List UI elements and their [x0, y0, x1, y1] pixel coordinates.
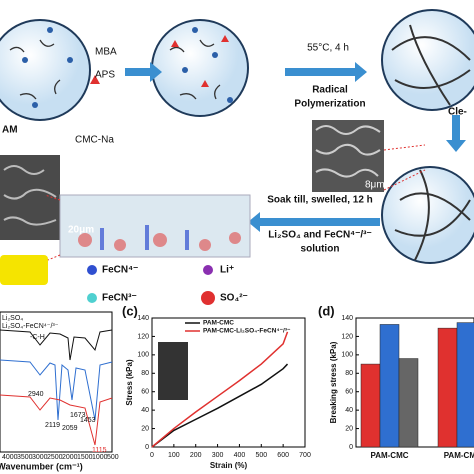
bar	[398, 358, 419, 448]
x-axis-title: Wavenumber (cm⁻¹)	[0, 461, 83, 471]
x-tick-label: 600	[277, 452, 289, 459]
x-tick-label: PAM-CMC	[370, 451, 408, 460]
bar	[456, 322, 474, 448]
x-tick-label: 500	[107, 454, 119, 461]
y-tick-label: 80	[141, 370, 149, 377]
inset-photo	[158, 342, 188, 400]
bar	[379, 324, 400, 448]
x-tick-label: 3500	[17, 454, 33, 461]
x-tick-label: 100	[168, 452, 180, 459]
legend-label: Li⁺	[220, 265, 234, 276]
y-tick-label: 40	[345, 407, 353, 414]
x-tick-label: 300	[212, 452, 224, 459]
label: CMC-Na	[75, 135, 114, 146]
legend-label: PAM-CMC	[203, 320, 234, 327]
y-tick-label: 100	[137, 352, 149, 359]
legend-label: FeCN⁴⁻	[102, 265, 138, 276]
x-tick-label: 700	[299, 452, 311, 459]
y-tick-label: 40	[141, 407, 149, 414]
x-tick-label: 500	[255, 452, 267, 459]
ftir-label: 2119	[45, 422, 60, 429]
y-axis-title: Breaking stress (kPa)	[329, 341, 338, 423]
x-tick-label: 3000	[32, 454, 48, 461]
y-tick-label: 80	[345, 370, 353, 377]
label: Polymerization	[294, 99, 365, 110]
legend-label: SO₄²⁻	[220, 293, 248, 304]
legend-label: FeCN³⁻	[102, 293, 137, 304]
ftir-label: 1115	[92, 447, 107, 454]
y-tick-label: 140	[137, 315, 149, 322]
data-line	[151, 363, 289, 448]
label: 8μm	[365, 180, 385, 191]
label: 55°C, 4 h	[307, 43, 349, 54]
panel-label: (c)	[122, 303, 138, 318]
ftir-label: 1453	[80, 417, 96, 424]
label: solution	[301, 244, 340, 255]
ftir-label: Li₂SO₄-FeCN⁴⁻/³⁻	[2, 323, 59, 330]
bar	[437, 327, 458, 448]
label: AM	[2, 125, 18, 136]
x-tick-label: 400	[234, 452, 246, 459]
x-tick-label: 2000	[62, 454, 78, 461]
ftir-plot	[0, 311, 113, 453]
x-tick-label: 1000	[92, 454, 108, 461]
plot-frame	[151, 317, 306, 448]
y-tick-label: 60	[141, 389, 149, 396]
ftir-label: 1673	[70, 412, 86, 419]
y-tick-label: 120	[137, 333, 149, 340]
label: Radical	[312, 85, 348, 96]
y-tick-label: 0	[349, 444, 353, 451]
y-tick-label: 140	[341, 315, 353, 322]
data-line	[151, 331, 289, 448]
label: Cle-	[448, 107, 467, 118]
y-tick-label: 60	[345, 389, 353, 396]
bar	[360, 363, 381, 448]
panel-label: (d)	[318, 303, 335, 318]
y-tick-label: 20	[345, 425, 353, 432]
label: MBA	[95, 47, 117, 58]
legend-label: PAM-CMC-Li₂SO₄-FeCN⁴⁻/³⁻	[203, 328, 291, 335]
y-tick-label: 100	[341, 352, 353, 359]
x-tick-label: 1500	[77, 454, 93, 461]
label: Soak till, swelled, 12 h	[267, 195, 373, 206]
x-axis-title: Strain (%)	[210, 461, 248, 470]
x-tick-label: 0	[150, 452, 154, 459]
x-tick-label: 2500	[47, 454, 63, 461]
ftir-label: 2059	[62, 425, 78, 432]
ftir-label: 2940	[28, 391, 44, 398]
x-tick-label: 4000	[2, 454, 18, 461]
y-tick-label: 0	[145, 444, 149, 451]
ftir-label: -C-H	[30, 334, 45, 341]
y-axis-title: Stress (kPa)	[125, 359, 134, 406]
x-tick-label: PAM-CMC-L	[444, 451, 474, 460]
ftir-label: Li₂SO₄	[2, 315, 23, 322]
label: Li₂SO₄ and FeCN⁴⁻/³⁻	[268, 230, 372, 241]
label: 20μm	[68, 225, 94, 236]
y-tick-label: 20	[141, 425, 149, 432]
scheme-shapes	[0, 9, 474, 305]
y-tick-label: 120	[341, 333, 353, 340]
label: APS	[95, 70, 115, 81]
x-tick-label: 200	[190, 452, 202, 459]
